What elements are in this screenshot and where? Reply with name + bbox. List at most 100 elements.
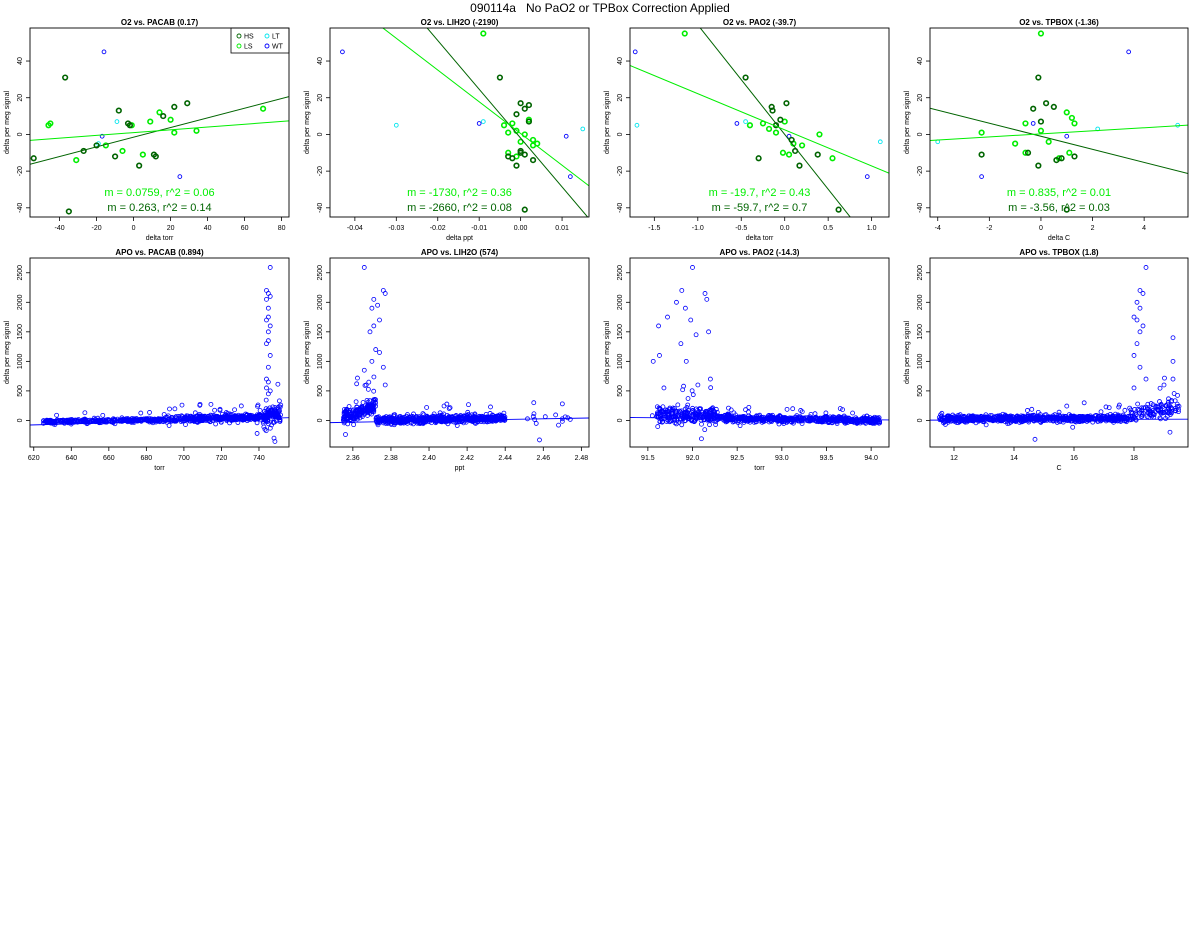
data-point: [699, 421, 704, 427]
x-tick-label: 93.0: [775, 455, 789, 462]
fit-label-dark: m = -2660, r^2 = 0.08: [407, 202, 512, 214]
point-hs: [184, 100, 191, 107]
fit-label-light: m = 0.835, r^2 = 0.01: [1007, 187, 1111, 199]
data-point: [405, 417, 411, 423]
data-point: [488, 404, 493, 410]
fit-line: [330, 417, 589, 424]
point-ls: [147, 118, 154, 125]
data-point: [689, 388, 695, 394]
data-point: [68, 420, 74, 425]
data-point: [1161, 410, 1166, 416]
data-point: [865, 416, 870, 421]
data-point: [1006, 418, 1012, 423]
legend-marker: [264, 43, 270, 49]
data-point: [704, 296, 710, 302]
x-tick-label: 0.0: [780, 225, 790, 232]
point-hs: [529, 157, 537, 164]
point-ls: [829, 155, 836, 162]
data-point: [860, 418, 866, 424]
plot-area: [930, 265, 1188, 442]
point-hs: [136, 162, 143, 169]
data-point: [1162, 375, 1167, 381]
x-tick-label: 660: [103, 455, 115, 462]
fit-label-dark: m = 0.263, r^2 = 0.14: [107, 202, 211, 214]
data-point: [775, 417, 781, 422]
data-point: [758, 415, 763, 421]
point-ls: [746, 122, 754, 129]
point-hs: [513, 111, 520, 118]
y-tick-label: -20: [917, 166, 924, 176]
point-hs: [783, 100, 790, 107]
plot-frame: [329, 27, 590, 218]
fit-label-dark: m = -3.56, r^2 = 0.03: [1008, 202, 1110, 214]
data-point: [1170, 376, 1176, 382]
data-point: [678, 341, 684, 347]
data-point: [1157, 385, 1163, 391]
data-point: [263, 428, 269, 434]
data-point: [850, 410, 855, 416]
data-point: [1136, 407, 1142, 413]
data-point: [411, 417, 417, 423]
data-point: [707, 407, 712, 413]
data-point: [147, 410, 152, 415]
x-tick-label: 0.5: [823, 225, 833, 232]
x-tick-label: -0.03: [388, 225, 404, 232]
chart-o2-tpbox: O2 vs. TPBOX (-1.36) delta C delta per meg…: [904, 18, 1189, 242]
y-tick-label: 20: [917, 94, 924, 102]
data-point: [353, 399, 359, 405]
y-axis-label: delta per meg signal: [604, 91, 611, 154]
data-point: [371, 388, 377, 394]
data-point: [248, 415, 253, 421]
point-ls: [785, 151, 793, 158]
data-point: [1158, 416, 1163, 422]
data-point: [693, 332, 699, 338]
y-axis-label: delta per meg signal: [904, 321, 911, 384]
data-point: [702, 291, 708, 296]
plot-area: [930, 30, 1188, 213]
point-ls: [1068, 114, 1075, 122]
data-point: [450, 417, 456, 423]
data-point: [1081, 400, 1087, 406]
data-point: [1176, 409, 1181, 415]
point-wt: [979, 174, 984, 179]
point-ls: [509, 120, 516, 127]
data-point: [375, 302, 381, 308]
data-point: [100, 412, 106, 418]
x-tick-label: -1.5: [648, 225, 660, 232]
data-point: [377, 350, 382, 355]
point-ls: [1063, 109, 1070, 116]
x-tick-label: -20: [92, 225, 102, 232]
data-point: [364, 404, 370, 410]
x-tick-label: 92.5: [730, 455, 744, 462]
data-point: [372, 397, 378, 402]
data-point: [1106, 405, 1112, 411]
data-point: [1161, 382, 1167, 388]
data-point: [267, 412, 273, 418]
data-point: [1145, 401, 1151, 407]
data-point: [654, 404, 660, 410]
data-point: [373, 416, 379, 421]
data-point: [271, 419, 277, 425]
x-tick-label: -0.04: [347, 225, 363, 232]
data-point: [447, 405, 453, 411]
data-point: [690, 405, 695, 411]
data-point: [382, 382, 388, 388]
data-point: [371, 323, 377, 329]
point-ls: [119, 147, 126, 155]
data-point: [973, 420, 979, 426]
data-point: [674, 418, 680, 423]
data-point: [263, 406, 269, 412]
data-point: [58, 419, 64, 424]
data-point: [708, 385, 714, 391]
point-ls: [167, 116, 174, 123]
x-tick-label: 16: [1070, 455, 1078, 462]
data-point: [699, 436, 704, 442]
data-point: [1102, 413, 1107, 419]
point-lt: [480, 119, 486, 124]
data-point: [183, 422, 188, 427]
data-point: [1122, 407, 1128, 413]
data-point: [197, 401, 203, 407]
plot-area: [340, 28, 589, 217]
data-point: [341, 414, 347, 420]
data-point: [784, 406, 790, 412]
